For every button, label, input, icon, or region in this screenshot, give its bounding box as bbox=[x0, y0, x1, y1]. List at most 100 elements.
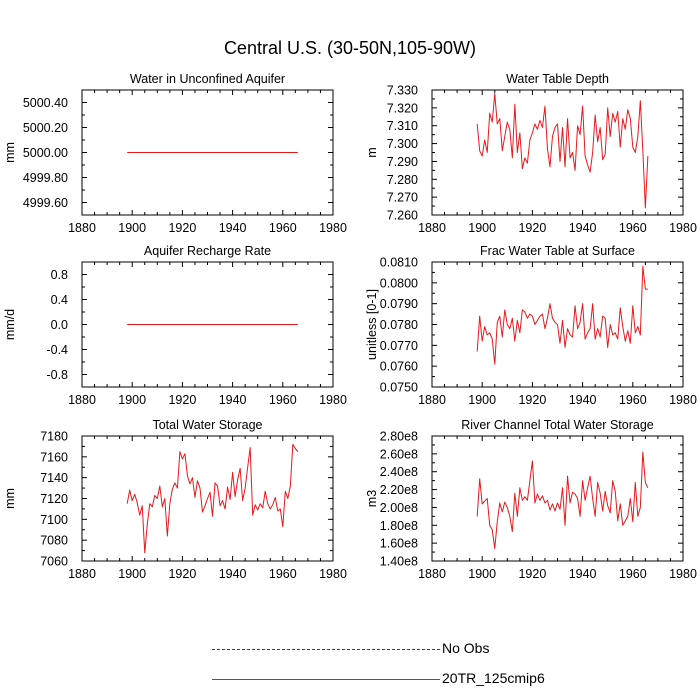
x-tick-label: 1880 bbox=[418, 567, 446, 581]
x-tick-label: 1980 bbox=[669, 393, 697, 407]
x-tick-label: 1960 bbox=[269, 567, 297, 581]
y-axis-label: m bbox=[365, 147, 379, 157]
y-tick-label: 7.280 bbox=[387, 173, 418, 187]
y-tick-label: 0.0760 bbox=[380, 360, 418, 374]
y-axis-label: unitless [0-1] bbox=[365, 289, 379, 360]
y-tick-label: 0.0800 bbox=[380, 276, 418, 290]
x-tick-label: 1880 bbox=[418, 393, 446, 407]
y-tick-label: 5000.40 bbox=[23, 96, 68, 110]
x-tick-label: 1980 bbox=[319, 393, 347, 407]
x-tick-label: 1960 bbox=[619, 567, 647, 581]
y-tick-label: 7.260 bbox=[387, 209, 418, 223]
x-tick-label: 1960 bbox=[269, 221, 297, 235]
y-tick-label: 1.40e8 bbox=[380, 555, 418, 569]
y-tick-label: 5000.20 bbox=[23, 121, 68, 135]
y-tick-label: -0.4 bbox=[46, 343, 68, 357]
y-tick-label: -0.8 bbox=[46, 368, 68, 382]
y-tick-label: 0.0810 bbox=[380, 256, 418, 270]
y-tick-label: 2.60e8 bbox=[380, 447, 418, 461]
x-tick-label: 1980 bbox=[669, 221, 697, 235]
legend-line-model bbox=[212, 679, 440, 680]
y-tick-label: 1.80e8 bbox=[380, 519, 418, 533]
chart-title: Aquifer Recharge Rate bbox=[144, 244, 271, 258]
y-tick-label: 0.0770 bbox=[380, 339, 418, 353]
x-tick-label: 1880 bbox=[418, 221, 446, 235]
x-tick-label: 1880 bbox=[68, 221, 96, 235]
chart-title: Water in Unconfined Aquifer bbox=[130, 72, 285, 86]
x-tick-label: 1960 bbox=[269, 393, 297, 407]
y-tick-label: 7160 bbox=[40, 450, 68, 464]
y-tick-label: 7.330 bbox=[387, 84, 418, 98]
x-tick-label: 1940 bbox=[569, 393, 597, 407]
y-tick-label: 7.290 bbox=[387, 155, 418, 169]
y-tick-label: 0.8 bbox=[51, 268, 68, 282]
y-tick-label: 5000.00 bbox=[23, 146, 68, 160]
x-tick-label: 1960 bbox=[619, 393, 647, 407]
y-tick-label: 7120 bbox=[40, 492, 68, 506]
y-tick-label: 7.300 bbox=[387, 137, 418, 151]
chart-panel-3: Aquifer Recharge Rate mm/d 1880 1900 1920 194… bbox=[3, 244, 347, 407]
y-tick-label: 2.80e8 bbox=[380, 430, 418, 444]
chart-title: Water Table Depth bbox=[506, 72, 609, 86]
y-tick-label: 7180 bbox=[40, 430, 68, 444]
x-tick-label: 1960 bbox=[619, 221, 647, 235]
x-tick-label: 1900 bbox=[118, 393, 146, 407]
y-tick-label: 7.270 bbox=[387, 191, 418, 205]
chart-title: Total Water Storage bbox=[152, 418, 262, 432]
x-tick-label: 1880 bbox=[68, 567, 96, 581]
x-tick-label: 1920 bbox=[518, 221, 546, 235]
plot-frame bbox=[431, 435, 684, 562]
y-tick-label: 2.20e8 bbox=[380, 483, 418, 497]
legend-line-obs bbox=[212, 649, 440, 650]
y-tick-label: 0.4 bbox=[51, 293, 68, 307]
y-axis-label: mm bbox=[3, 488, 17, 509]
y-tick-label: 0.0790 bbox=[380, 297, 418, 311]
series-line-20tr-125cmip6 bbox=[476, 93, 649, 209]
y-tick-label: 4999.80 bbox=[23, 171, 68, 185]
y-tick-label: 7140 bbox=[40, 471, 68, 485]
y-tick-label: 2.00e8 bbox=[380, 501, 418, 515]
x-tick-label: 1940 bbox=[569, 221, 597, 235]
x-tick-label: 1920 bbox=[518, 393, 546, 407]
figure-title: Central U.S. (30-50N,105-90W) bbox=[223, 38, 477, 58]
x-tick-label: 1980 bbox=[669, 567, 697, 581]
chart-panel-5: Total Water Storage mm 1880 1900 1920 1940 196… bbox=[3, 418, 347, 581]
legend-label-model: 20TR_125cmip6 bbox=[442, 670, 545, 686]
chart-title: River Channel Total Water Storage bbox=[461, 418, 654, 432]
y-axis-label: mm bbox=[3, 142, 17, 163]
legend-label-obs: No Obs bbox=[442, 640, 490, 656]
x-tick-label: 1940 bbox=[219, 221, 247, 235]
y-tick-label: 7.310 bbox=[387, 119, 418, 133]
y-tick-label: 7080 bbox=[40, 534, 68, 548]
y-tick-label: 7060 bbox=[40, 555, 68, 569]
x-tick-label: 1980 bbox=[319, 567, 347, 581]
y-tick-label: 4999.60 bbox=[23, 196, 68, 210]
x-tick-label: 1880 bbox=[68, 393, 96, 407]
y-tick-label: 7100 bbox=[40, 513, 68, 527]
x-tick-label: 1940 bbox=[219, 567, 247, 581]
x-tick-label: 1920 bbox=[518, 567, 546, 581]
chart-panel-4: Frac Water Table at Surface unitless [0-1… bbox=[365, 244, 697, 407]
plot-frame bbox=[431, 89, 684, 216]
x-tick-label: 1920 bbox=[168, 393, 196, 407]
y-axis-label: mm/d bbox=[3, 309, 17, 340]
x-tick-label: 1900 bbox=[468, 221, 496, 235]
x-tick-label: 1900 bbox=[468, 567, 496, 581]
x-tick-label: 1900 bbox=[118, 221, 146, 235]
series-line-20tr-125cmip6 bbox=[126, 443, 299, 554]
chart-panel-2: Water Table Depth m 1880 1900 1920 1940 1960 19… bbox=[365, 72, 697, 235]
y-tick-label: 7.320 bbox=[387, 101, 418, 115]
x-tick-label: 1940 bbox=[219, 393, 247, 407]
x-tick-label: 1980 bbox=[319, 221, 347, 235]
chart-panel-1: Water in Unconfined Aquifer mm 1880 1900 192… bbox=[3, 72, 347, 235]
x-tick-label: 1940 bbox=[569, 567, 597, 581]
chart-title: Frac Water Table at Surface bbox=[480, 244, 635, 258]
series-line-20tr-125cmip6 bbox=[476, 265, 648, 365]
x-tick-label: 1920 bbox=[168, 567, 196, 581]
legend: No Obs 20TR_125cmip6 bbox=[0, 640, 700, 690]
x-tick-label: 1920 bbox=[168, 221, 196, 235]
series-line-20tr-125cmip6 bbox=[476, 451, 649, 549]
x-tick-label: 1900 bbox=[118, 567, 146, 581]
